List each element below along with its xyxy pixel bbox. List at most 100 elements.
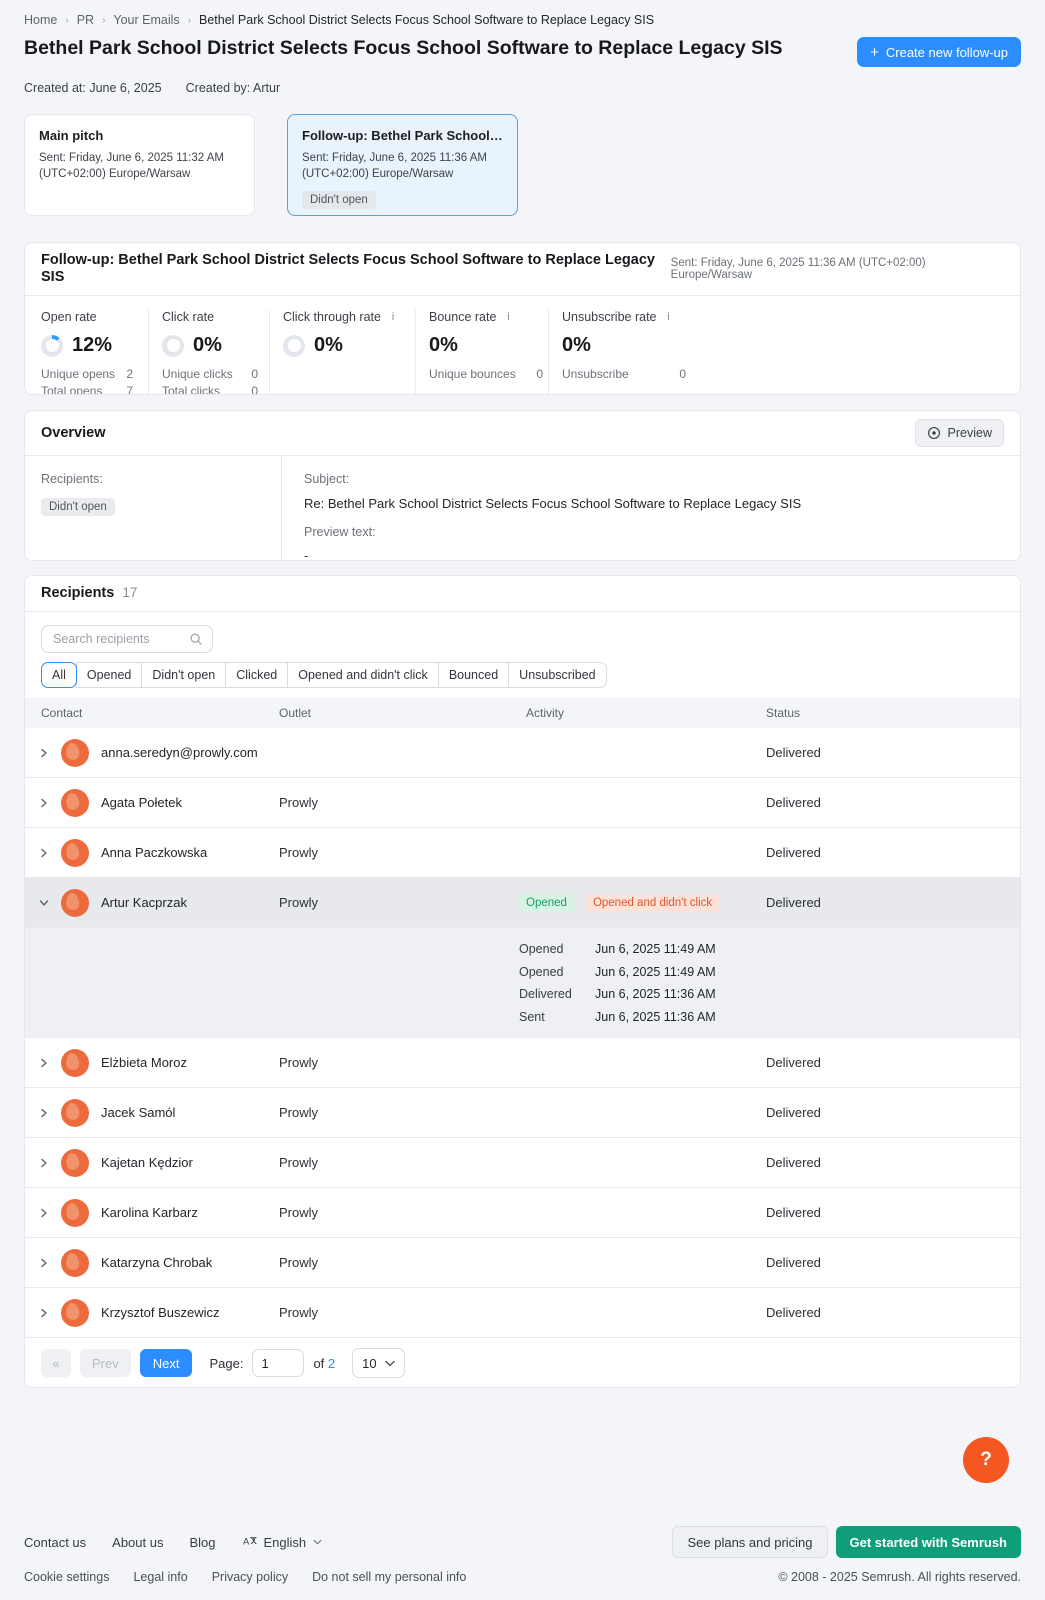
create-follow-up-button[interactable]: + Create new follow-up	[857, 37, 1021, 67]
breadcrumb-current: Bethel Park School District Selects Focu…	[199, 13, 655, 27]
blog-link[interactable]: Blog	[189, 1534, 216, 1550]
chevron-down-icon	[384, 1360, 395, 1366]
chevron-right-icon[interactable]	[35, 847, 53, 859]
avatar	[61, 1048, 89, 1077]
chevron-right-icon[interactable]	[35, 747, 53, 759]
metric-unsubscribe-rate: Unsubscribe rate i 0% Unsubscribe 0	[548, 310, 1020, 394]
chevron-right-icon[interactable]	[35, 797, 53, 809]
table-row[interactable]: Jacek Samól Prowly Delivered	[25, 1088, 1020, 1138]
overview-panel: Overview Preview Recipients: Didn't open…	[24, 410, 1021, 561]
activity-event: Sent Jun 6, 2025 11:36 AM	[519, 1009, 716, 1024]
recipients-panel: Recipients 17 All Opened Didn't open Cli…	[24, 575, 1021, 1388]
translate-icon: A	[242, 1536, 257, 1546]
avatar	[61, 738, 89, 767]
prev-page-button[interactable]: Prev	[80, 1349, 131, 1377]
stats-panel-title: Follow-up: Bethel Park School District S…	[41, 252, 655, 285]
activity-event: Opened Jun 6, 2025 11:49 AM	[519, 942, 716, 956]
filter-unsubscribed[interactable]: Unsubscribed	[508, 662, 607, 688]
contact-name: Kajetan Kędzior	[101, 1155, 193, 1170]
filter-didnt-open[interactable]: Didn't open	[141, 662, 227, 688]
breadcrumb: Home › PR › Your Emails › Bethel Park Sc…	[24, 0, 1021, 27]
info-icon[interactable]: i	[507, 311, 510, 323]
info-icon[interactable]: i	[667, 311, 670, 323]
chevron-down-icon[interactable]	[35, 897, 53, 909]
status: Delivered	[766, 845, 821, 860]
email-card-main-pitch[interactable]: Main pitch Sent: Friday, June 6, 2025 11…	[24, 114, 255, 216]
avatar	[61, 1098, 89, 1127]
table-row[interactable]: anna.seredyn@prowly.com Delivered	[25, 728, 1020, 778]
first-page-button[interactable]: «	[41, 1349, 71, 1377]
do-not-sell-link[interactable]: Do not sell my personal info	[312, 1570, 467, 1584]
filter-bounced[interactable]: Bounced	[437, 662, 510, 688]
table-row[interactable]: Katarzyna Chrobak Prowly Delivered	[25, 1238, 1020, 1288]
open-rate-donut	[41, 334, 63, 357]
didnt-open-badge: Didn't open	[41, 498, 115, 516]
contact-name: Karolina Karbarz	[101, 1205, 198, 1220]
get-started-button[interactable]: Get started with Semrush	[835, 1526, 1021, 1558]
page-size-select[interactable]: 10	[352, 1348, 405, 1378]
table-row[interactable]: Anna Paczkowska Prowly Delivered	[25, 828, 1020, 878]
breadcrumb-home[interactable]: Home	[24, 13, 58, 27]
outlet: Prowly	[279, 895, 319, 910]
cookie-settings-link[interactable]: Cookie settings	[24, 1570, 110, 1584]
preview-button[interactable]: Preview	[914, 419, 1004, 447]
page-input[interactable]	[252, 1349, 305, 1377]
status: Delivered	[766, 1105, 821, 1120]
breadcrumb-your-emails[interactable]: Your Emails	[113, 13, 180, 27]
filter-clicked[interactable]: Clicked	[225, 662, 289, 688]
table-row-expanded[interactable]: Artur Kacprzak Prowly Opened Opened and …	[25, 878, 1020, 928]
chevron-right-icon[interactable]	[35, 1157, 53, 1169]
chevron-down-icon	[313, 1539, 322, 1545]
see-plans-button[interactable]: See plans and pricing	[672, 1526, 828, 1558]
metric-bounce-rate: Bounce rate i 0% Unique bounces 0	[415, 310, 548, 394]
search-input[interactable]	[51, 631, 183, 647]
column-status: Status	[766, 706, 801, 720]
filter-opened[interactable]: Opened	[75, 662, 143, 688]
metric-open-rate: Open rate 12% Unique opens 2 Total opens 7	[41, 310, 133, 395]
language-selector[interactable]: A English	[242, 1535, 323, 1550]
chevron-right-icon: ›	[187, 14, 191, 26]
info-icon[interactable]: i	[391, 311, 395, 323]
contact-us-link[interactable]: Contact us	[24, 1534, 87, 1550]
table-row[interactable]: Krzysztof Buszewicz Prowly Delivered	[25, 1288, 1020, 1338]
table-row[interactable]: Elżbieta Moroz Prowly Delivered	[25, 1038, 1020, 1088]
table-row[interactable]: Karolina Karbarz Prowly Delivered	[25, 1188, 1020, 1238]
chevron-right-icon[interactable]	[35, 1257, 53, 1269]
contact-name: Artur Kacprzak	[101, 895, 187, 910]
email-card-title: Follow-up: Bethel Park School Dist...	[302, 128, 503, 143]
chevron-right-icon[interactable]	[35, 1107, 53, 1119]
contact-name: Anna Paczkowska	[101, 845, 208, 860]
preview-text-value: -	[304, 548, 309, 561]
plus-icon: +	[870, 43, 879, 61]
filter-chips: All Opened Didn't open Clicked Opened an…	[41, 662, 1004, 688]
chevron-right-icon[interactable]	[35, 1307, 53, 1319]
page-label: Page:	[209, 1355, 244, 1371]
filter-all[interactable]: All	[41, 662, 77, 688]
email-card-sent: Sent: Friday, June 6, 2025 11:32 AM (UTC…	[39, 152, 224, 181]
column-contact: Contact	[41, 706, 83, 720]
chevron-right-icon[interactable]	[35, 1057, 53, 1069]
total-pages-link[interactable]: 2	[327, 1355, 336, 1371]
table-row[interactable]: Agata Połetek Prowly Delivered	[25, 778, 1020, 828]
table-row[interactable]: Kajetan Kędzior Prowly Delivered	[25, 1138, 1020, 1188]
about-us-link[interactable]: About us	[112, 1534, 164, 1550]
svg-text:A: A	[242, 1536, 249, 1546]
legal-info-link[interactable]: Legal info	[133, 1570, 188, 1584]
outlet: Prowly	[279, 795, 319, 810]
email-card-follow-up[interactable]: Follow-up: Bethel Park School Dist... Se…	[287, 114, 518, 216]
email-card-sent: Sent: Friday, June 6, 2025 11:36 AM (UTC…	[302, 152, 487, 181]
activity-detail: Opened Jun 6, 2025 11:49 AM Opened Jun 6, …	[25, 928, 1020, 1038]
metric-click-rate: Click rate 0% Unique clicks 0 Total click…	[148, 310, 269, 394]
chevron-right-icon[interactable]	[35, 1207, 53, 1219]
privacy-policy-link[interactable]: Privacy policy	[211, 1570, 289, 1584]
recipients-title: Recipients	[41, 585, 115, 601]
filter-opened-didnt-click[interactable]: Opened and didn't click	[287, 662, 439, 688]
help-button[interactable]: ?	[963, 1437, 1009, 1483]
avatar	[61, 1248, 89, 1277]
overview-title: Overview	[41, 424, 106, 441]
outlet: Prowly	[279, 1255, 319, 1270]
avatar	[61, 1198, 89, 1227]
next-page-button[interactable]: Next	[139, 1349, 193, 1377]
search-recipients[interactable]	[41, 625, 213, 653]
breadcrumb-pr[interactable]: PR	[76, 13, 95, 27]
